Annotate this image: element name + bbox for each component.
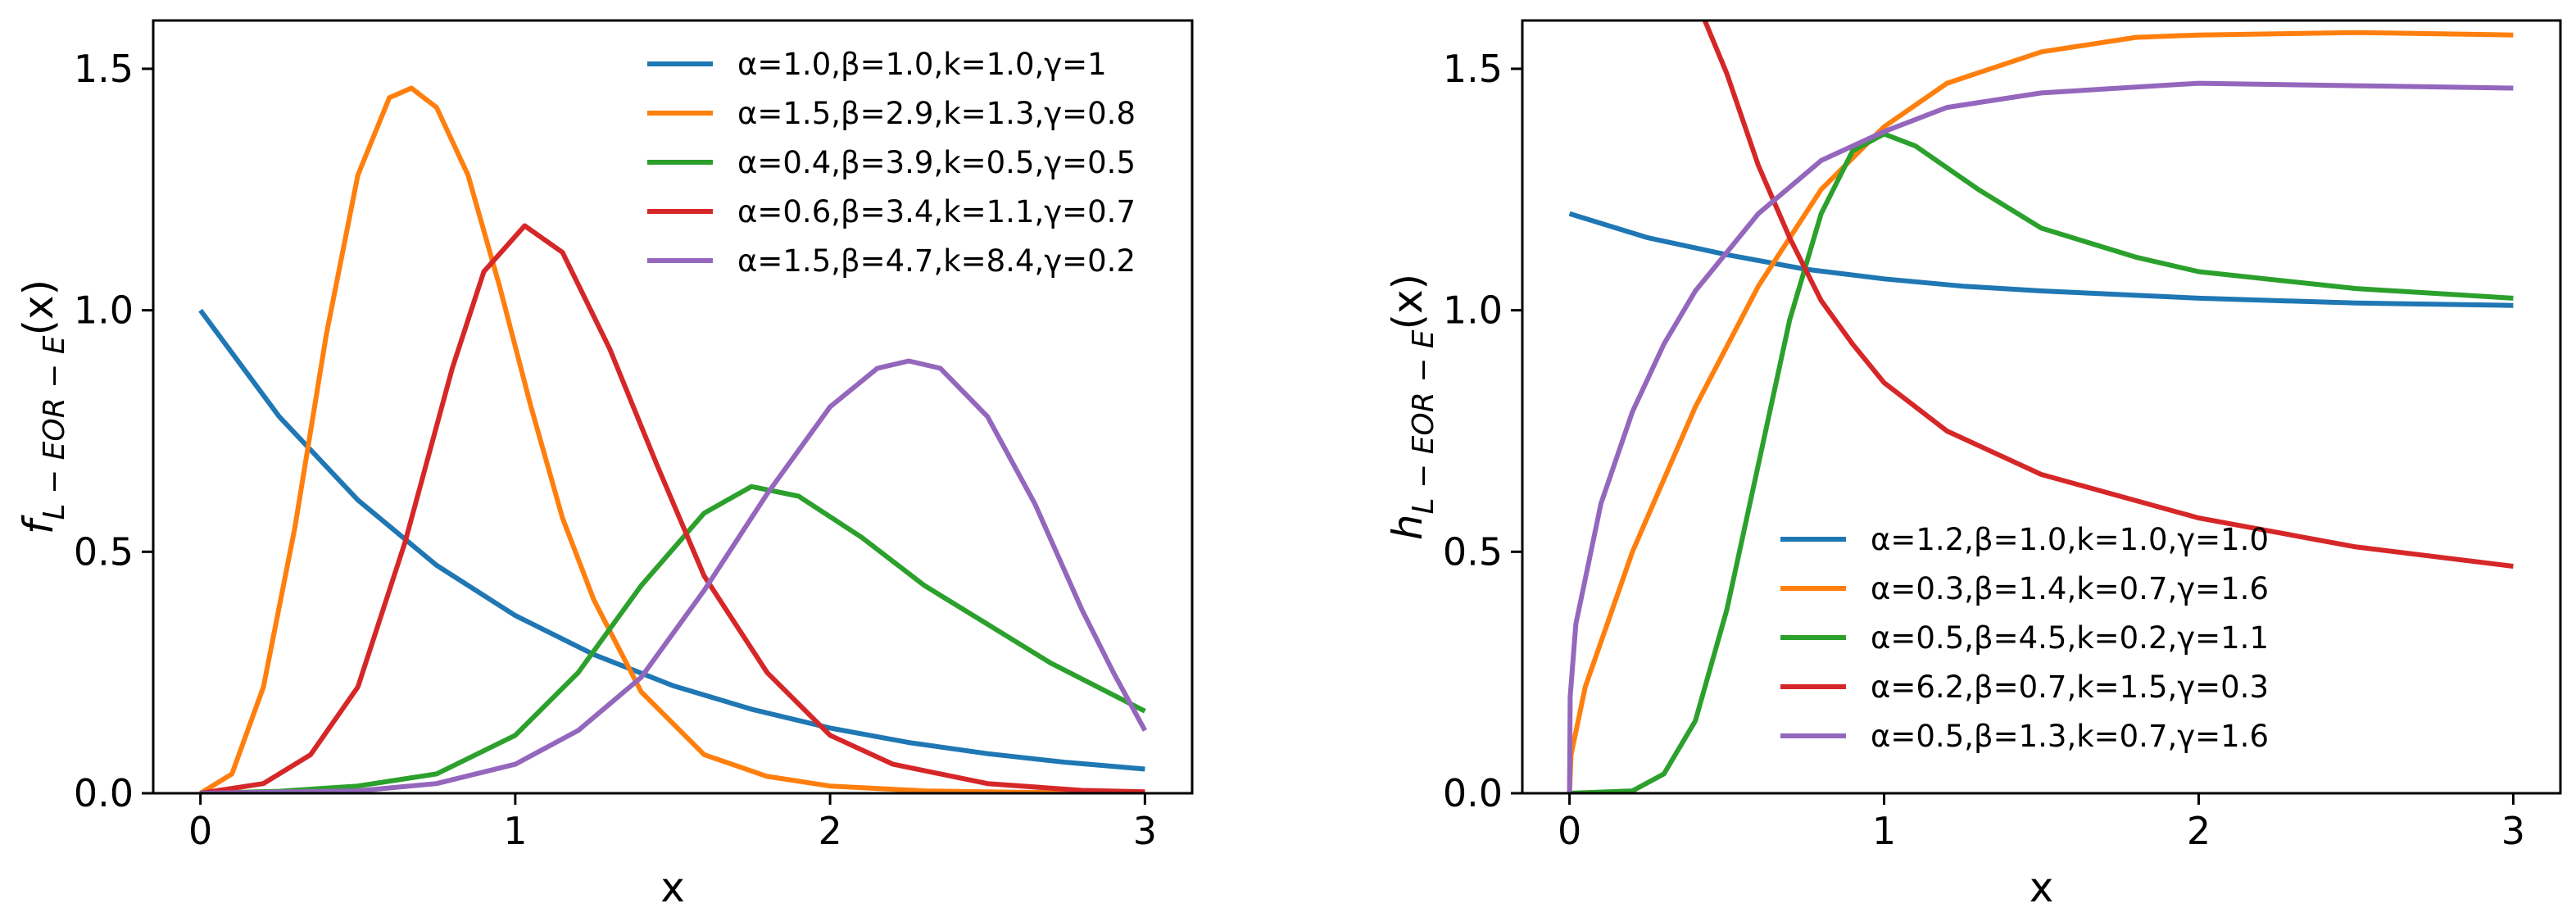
y-tick-label: 0.0 <box>1443 771 1503 815</box>
series-line-2 <box>1567 30 2514 793</box>
series-line-5 <box>200 358 1148 793</box>
y-tick-label: 0.0 <box>74 771 134 815</box>
series-line-1 <box>198 308 1145 772</box>
y-tick-label: 0.5 <box>1443 529 1503 574</box>
series-line-4 <box>200 223 1145 793</box>
legend-entry-label: α=6.2,β=0.7,k=1.5,γ=0.3 <box>1871 670 2269 705</box>
y-tick-label: 1.5 <box>74 47 134 91</box>
series-line-3 <box>1569 131 2514 793</box>
legend-entry-label: α=1.2,β=1.0,k=1.0,γ=1.0 <box>1871 522 2269 557</box>
x-axis-label: x <box>660 864 685 911</box>
legend-entry-label: α=1.0,β=1.0,k=1.0,γ=1 <box>737 47 1107 82</box>
legend-entry-label: α=0.4,β=3.9,k=0.5,γ=0.5 <box>737 145 1136 180</box>
x-tick-label: 1 <box>503 809 527 853</box>
y-axis-label: fL − EOR − E(x) <box>15 279 71 534</box>
x-axis-label: x <box>2030 864 2054 911</box>
series-group <box>198 85 1148 793</box>
legend-entry-label: α=0.5,β=1.3,k=0.7,γ=1.6 <box>1871 719 2269 754</box>
x-tick-label: 0 <box>188 809 212 853</box>
y-tick-label: 1.0 <box>1443 288 1503 333</box>
legend-entry-label: α=0.3,β=1.4,k=0.7,γ=1.6 <box>1871 571 2269 606</box>
x-tick-label: 3 <box>1133 809 1157 853</box>
legend-entry-label: α=1.5,β=4.7,k=8.4,γ=0.2 <box>737 243 1136 279</box>
series-line-5 <box>1567 80 2514 793</box>
x-tick-label: 0 <box>1558 809 1581 853</box>
y-tick-label: 0.5 <box>74 529 134 574</box>
legend-entry-label: α=1.5,β=2.9,k=1.3,γ=0.8 <box>737 96 1136 131</box>
x-tick-label: 3 <box>2501 809 2525 853</box>
left-chart-density: 0 1 2 3 0.0 0.5 1.0 1.5 x fL − EOR − E(x) α=1.0,β=… <box>15 19 1194 911</box>
series-line-2 <box>199 85 1145 793</box>
y-axis-label: hL − EOR − E(x) <box>1384 274 1440 540</box>
x-tick-label: 2 <box>818 809 841 853</box>
right-chart-hazard: 0 1 2 3 0.0 0.5 1.0 1.5 x hL − EOR − E(x) α=1.2,β=… <box>1384 19 2562 911</box>
series-line-4 <box>1702 20 2514 569</box>
legend: α=1.2,β=1.0,k=1.0,γ=1.0 α=0.3,β=1.4,k=0.7… <box>1780 522 2269 754</box>
legend: α=1.0,β=1.0,k=1.0,γ=1 α=1.5,β=2.9,k=1.3,γ… <box>647 47 1136 279</box>
series-group <box>1567 20 2514 793</box>
x-tick-label: 2 <box>2187 809 2211 853</box>
plot-frame <box>1521 19 2562 795</box>
y-tick-label: 1.0 <box>74 288 134 333</box>
legend-entry-label: α=0.6,β=3.4,k=1.1,γ=0.7 <box>737 194 1136 229</box>
plot-frame <box>152 19 1194 795</box>
series-line-1 <box>1568 211 2514 308</box>
series-line-3 <box>200 483 1146 793</box>
legend-entry-label: α=0.5,β=4.5,k=0.2,γ=1.1 <box>1871 620 2269 656</box>
y-tick-label: 1.5 <box>1443 47 1503 91</box>
x-tick-label: 1 <box>1872 809 1896 853</box>
